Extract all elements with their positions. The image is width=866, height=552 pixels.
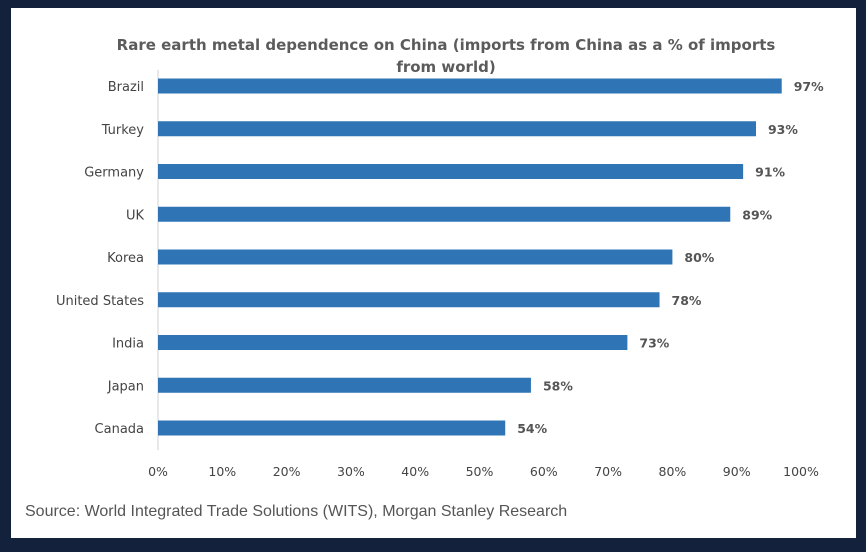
data-label: 54% [517,421,547,436]
category-label: Canada [95,422,144,437]
data-label: 91% [755,165,785,180]
bar [158,377,531,393]
x-tick-label: 100% [783,464,819,479]
bar-chart: Brazil 97% Turkey 93% Germany 91% UK 89% Korea 80… [56,70,824,479]
x-tick-label: 20% [273,464,301,479]
category-label: India [112,337,144,352]
category-label: UK [126,208,145,223]
data-label: 73% [639,336,669,351]
category-label: Brazil [108,80,144,95]
category-label: Turkey [101,123,145,138]
data-label: 78% [672,293,702,308]
chart-title: Rare earth metal dependence on China (im… [116,36,776,76]
data-label: 93% [768,122,798,137]
x-tick-label: 70% [594,464,622,479]
bar [158,420,506,436]
x-tick-label: 40% [401,464,429,479]
bar [158,206,731,222]
x-tick-label: 90% [723,464,751,479]
bar [158,78,782,94]
category-label: Germany [84,166,144,181]
data-label: 58% [543,378,573,393]
category-label: Korea [107,251,144,266]
x-tick-label: 50% [466,464,494,479]
bar [158,249,673,265]
data-label: 89% [742,207,772,222]
data-label: 97% [794,79,824,94]
x-tick-label: 80% [659,464,687,479]
data-label: 80% [684,250,714,265]
bar [158,164,744,179]
x-tick-label: 0% [148,464,168,479]
bar [158,121,756,137]
bar [158,292,660,308]
bar [158,335,628,350]
x-tick-label: 30% [337,464,365,479]
x-tick-label: 60% [530,464,558,479]
chart-card: Rare earth metal dependence on China (im… [11,8,856,538]
source-note: Source: World Integrated Trade Solutions… [25,503,568,520]
x-tick-label: 10% [208,464,236,479]
category-label: United States [56,294,144,309]
category-label: Japan [107,379,144,394]
